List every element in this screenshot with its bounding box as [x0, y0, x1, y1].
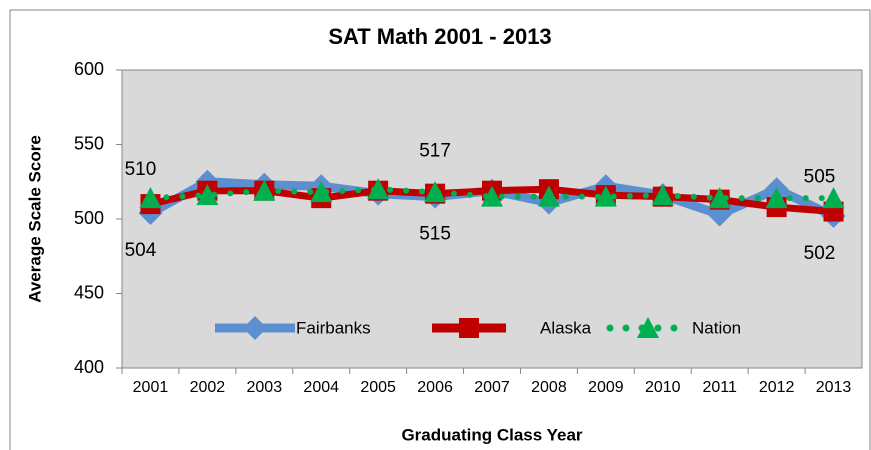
y-tick-label: 550: [74, 133, 104, 153]
x-tick-label: 2011: [702, 379, 737, 396]
legend-marker: [637, 317, 659, 338]
legend: Fairbanks Alaska Nation: [215, 316, 741, 340]
x-tick-label: 2006: [417, 379, 453, 396]
plot-area: [121, 69, 863, 369]
point: [594, 185, 617, 207]
chart-title: SAT Math 2001 - 2013: [328, 24, 551, 49]
x-tick-label: 2001: [133, 379, 169, 396]
x-tick-label: 2005: [360, 379, 396, 396]
x-tick-label: 2002: [190, 379, 226, 396]
x-tick-label: 2013: [816, 379, 852, 396]
point: [651, 184, 674, 206]
x-tick-label: 2010: [645, 379, 681, 396]
point: [424, 181, 447, 203]
x-axis-title: Graduating Class Year: [401, 425, 582, 444]
x-tick-label: 2003: [247, 379, 283, 396]
point: [537, 185, 560, 207]
legend-label: Nation: [692, 318, 741, 337]
y-tick-label: 600: [74, 59, 104, 79]
point: [481, 185, 503, 207]
x-tick-label: 2004: [303, 379, 339, 396]
y-tick-label: 450: [74, 282, 104, 302]
y-tick-label: 500: [74, 208, 104, 228]
point: [822, 187, 845, 209]
data-label: 517: [419, 141, 451, 162]
x-tick-label: 2012: [759, 379, 795, 396]
point: [367, 178, 390, 200]
point: [310, 181, 333, 203]
data-label: 504: [125, 240, 157, 261]
y-tick-label: 400: [74, 357, 104, 377]
point: [765, 187, 788, 209]
legend-marker: [459, 318, 479, 338]
data-label: 510: [125, 159, 157, 180]
data-label: 505: [804, 167, 836, 188]
y-axis-title: Average Scale Score: [25, 135, 44, 303]
legend-label: Alaska: [540, 318, 592, 337]
x-tick-label: 2008: [531, 379, 567, 396]
data-label: 502: [804, 243, 836, 264]
point: [196, 184, 219, 206]
point: [708, 187, 731, 209]
legend-marker: [243, 316, 267, 340]
data-label: 515: [419, 224, 451, 245]
point: [139, 187, 162, 209]
point: [253, 179, 276, 201]
x-tick-label: 2007: [474, 379, 510, 396]
x-tick-label: 2009: [588, 379, 624, 396]
legend-label: Fairbanks: [296, 318, 371, 337]
